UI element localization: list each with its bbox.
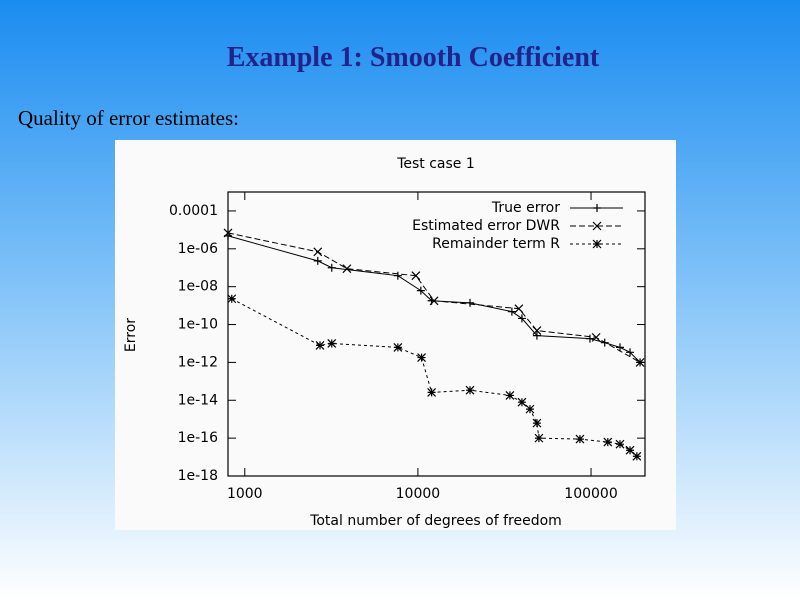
data-point: [465, 385, 475, 395]
data-point: [532, 326, 542, 335]
data-point: [327, 263, 336, 272]
data-point: [342, 264, 352, 274]
chart-title: Test case 1: [396, 156, 475, 172]
data-point: [575, 434, 585, 444]
legend-label: Remainder term R: [432, 236, 560, 252]
data-point: [327, 339, 337, 348]
legend-marker: [592, 221, 602, 231]
legend-marker: [593, 204, 601, 212]
data-point: [227, 294, 237, 304]
data-point: [591, 332, 601, 342]
data-point: [525, 404, 535, 414]
data-point: [393, 271, 402, 280]
data-point: [429, 296, 439, 306]
data-point: [514, 304, 524, 314]
data-point: [313, 247, 323, 257]
data-point: [505, 391, 515, 400]
y-tick-label: 1e-18: [178, 468, 218, 484]
data-point: [411, 271, 421, 281]
data-point: [615, 343, 624, 352]
data-point: [427, 387, 437, 397]
y-tick-label: 1e-10: [178, 317, 218, 333]
y-tick-label: 1e-14: [178, 392, 218, 408]
x-tick-label: 1000: [227, 486, 263, 502]
data-point: [585, 334, 594, 343]
data-point: [626, 348, 635, 357]
data-point: [417, 353, 426, 362]
data-point: [635, 357, 645, 367]
data-point: [313, 256, 322, 265]
data-point: [416, 286, 425, 295]
data-point: [534, 433, 544, 443]
legend-label: Estimated error DWR: [412, 218, 560, 234]
chart-background: [115, 140, 676, 530]
data-point: [532, 418, 542, 428]
x-axis-label: Total number of degrees of freedom: [309, 513, 562, 529]
data-point: [223, 228, 233, 238]
y-axis-label: Error: [123, 318, 139, 352]
x-tick-label: 100000: [564, 486, 617, 502]
y-tick-label: 1e-16: [178, 430, 218, 446]
y-tick-label: 0.0001: [169, 203, 218, 219]
x-tick-label: 10000: [396, 486, 441, 502]
data-point: [632, 451, 642, 461]
data-point: [603, 437, 613, 447]
y-tick-label: 1e-12: [178, 354, 218, 370]
data-point: [615, 439, 625, 449]
legend-marker: [592, 239, 602, 249]
slide-text: Quality of error estimates:: [18, 106, 240, 130]
data-point: [517, 397, 527, 407]
y-tick-label: 1e-08: [178, 279, 218, 295]
data-point: [517, 314, 526, 323]
data-point: [507, 307, 516, 316]
data-point: [466, 298, 475, 307]
data-point: [625, 445, 635, 455]
data-point: [532, 331, 541, 340]
legend-label: True error: [491, 200, 560, 216]
slide-title: Example 1: Smooth Coefficient: [226, 42, 600, 73]
data-point: [315, 340, 325, 350]
data-point: [393, 342, 403, 352]
plot-frame: [227, 191, 646, 477]
y-tick-label: 1e-06: [178, 241, 218, 257]
